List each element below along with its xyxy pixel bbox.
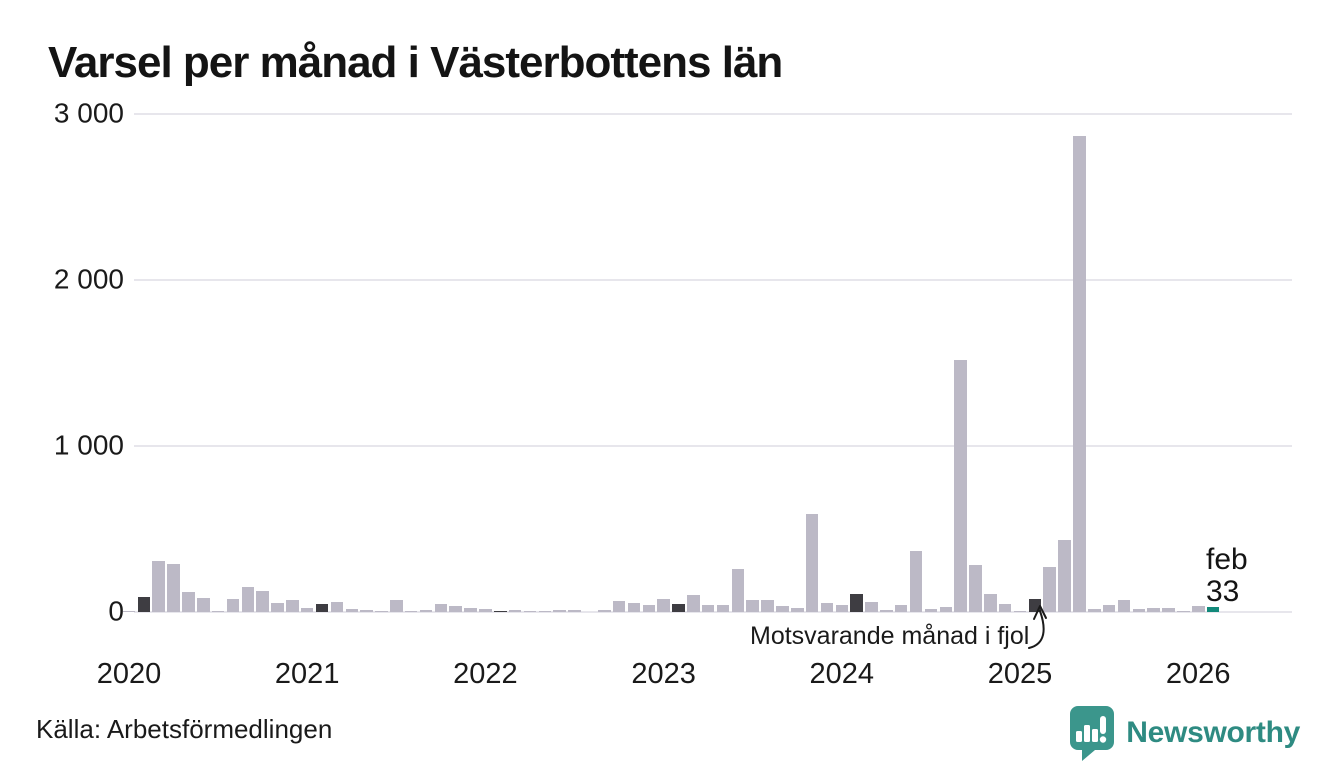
newsworthy-logo-icon xyxy=(1070,706,1115,761)
bar-2025-11 xyxy=(1162,607,1175,613)
x-tick-label-2020: 2020 xyxy=(96,658,162,690)
x-tick-label-2023: 2023 xyxy=(631,658,696,690)
bar-2025-10 xyxy=(1147,607,1160,613)
bar-2020-11 xyxy=(271,602,284,612)
bar-2023-05 xyxy=(716,605,730,612)
bar-2024-10 xyxy=(969,564,982,612)
bar-2020-10 xyxy=(256,591,269,613)
bar-2020-03 xyxy=(152,561,165,612)
bar-2020-09 xyxy=(241,587,255,612)
bar-2024-04 xyxy=(880,610,893,612)
bar-2021-10 xyxy=(434,603,448,612)
x-tick-label-2026: 2026 xyxy=(1165,658,1231,690)
bar-2024-11 xyxy=(984,593,997,612)
bar-2021-01 xyxy=(300,607,314,613)
bar-2020-12 xyxy=(286,600,299,612)
bar-2022-03 xyxy=(508,609,522,612)
bar-2022-11 xyxy=(627,602,641,612)
bar-2022-04 xyxy=(523,611,537,612)
page-title: Varsel per månad i Västerbottens län xyxy=(48,38,783,87)
bar-2023-04 xyxy=(701,605,715,612)
bar-2023-02 xyxy=(672,604,685,612)
bar-2025-12 xyxy=(1177,611,1190,612)
bar-2023-01 xyxy=(657,598,670,612)
bar-2021-11 xyxy=(449,606,462,612)
bar-2024-01 xyxy=(835,605,848,612)
gridline xyxy=(134,279,1292,281)
bar-2022-06 xyxy=(553,610,566,612)
bar-2025-06 xyxy=(1088,609,1101,612)
bar-2021-03 xyxy=(330,602,344,612)
bar-2024-03 xyxy=(865,602,878,612)
bar-2023-03 xyxy=(687,594,700,612)
bar-2020-05 xyxy=(182,592,195,612)
bar-2023-10 xyxy=(791,607,804,613)
bar-2022-01 xyxy=(479,608,492,612)
bar-2021-02 xyxy=(315,603,329,612)
bar-2021-04 xyxy=(345,608,358,612)
annotation-label: Motsvarande månad i fjol xyxy=(750,622,1030,650)
bar-2024-06 xyxy=(909,550,923,612)
bar-2020-02 xyxy=(137,597,151,612)
bar-2025-09 xyxy=(1132,608,1145,612)
bar-2024-09 xyxy=(954,359,967,612)
bar-2026-02 xyxy=(1206,606,1220,612)
y-tick-label: 3 000 xyxy=(53,97,124,129)
bar-2023-07 xyxy=(746,600,759,612)
bar-2023-06 xyxy=(731,568,745,612)
bar-2020-06 xyxy=(197,597,210,612)
bar-2025-07 xyxy=(1102,605,1116,612)
bar-2024-08 xyxy=(939,607,952,612)
gridline xyxy=(134,611,1292,613)
gridline xyxy=(134,113,1292,115)
bar-2021-06 xyxy=(375,611,388,612)
bar-2021-07 xyxy=(390,600,403,612)
x-tick-label-2024: 2024 xyxy=(809,658,875,690)
bar-2025-05 xyxy=(1073,135,1086,612)
bar-2023-09 xyxy=(776,606,789,612)
bar-2024-12 xyxy=(998,603,1012,612)
bar-2021-05 xyxy=(360,610,373,612)
bar-2021-12 xyxy=(464,607,477,613)
bar-2021-09 xyxy=(419,610,433,612)
bar-2025-04 xyxy=(1058,539,1071,612)
bar-2024-05 xyxy=(894,605,908,612)
x-tick-label-2022: 2022 xyxy=(453,658,518,690)
last-value-number: 33 xyxy=(1206,575,1240,608)
bar-2024-02 xyxy=(850,593,863,612)
bar-2025-08 xyxy=(1117,600,1131,612)
bar-2022-07 xyxy=(568,610,581,612)
gridline xyxy=(134,445,1292,447)
newsworthy-logo-text: Newsworthy xyxy=(1126,716,1300,749)
bar-2020-07 xyxy=(211,611,225,612)
bar-2021-08 xyxy=(404,611,418,612)
bar-2023-11 xyxy=(805,514,819,612)
y-tick-label: 1 000 xyxy=(53,429,124,461)
bar-2022-09 xyxy=(598,610,611,612)
bar-2023-08 xyxy=(761,600,774,612)
newsworthy-logo: Newsworthy xyxy=(1068,704,1300,762)
y-tick-label: 2 000 xyxy=(53,263,124,295)
source-label: Källa: Arbetsförmedlingen xyxy=(36,714,333,744)
last-value-month: feb xyxy=(1206,543,1248,576)
x-tick-label-2021: 2021 xyxy=(274,658,340,690)
bar-2025-01 xyxy=(1013,611,1027,612)
bar-2020-04 xyxy=(167,563,180,612)
bar-2022-02 xyxy=(494,611,507,612)
bar-2020-01 xyxy=(122,611,136,612)
bar-2020-08 xyxy=(226,598,240,612)
x-tick-label-2025: 2025 xyxy=(987,658,1053,690)
bar-2026-01 xyxy=(1192,606,1205,612)
bar-2022-12 xyxy=(642,605,655,612)
bar-2022-10 xyxy=(612,601,626,612)
bar-2025-03 xyxy=(1043,567,1056,612)
bar-2024-07 xyxy=(924,609,938,612)
annotation-arrow-icon xyxy=(1028,605,1047,649)
bar-2022-05 xyxy=(538,611,551,612)
last-value-label: feb 33 xyxy=(1206,544,1248,608)
bar-2023-12 xyxy=(820,602,834,612)
y-tick-label: 0 xyxy=(108,595,124,627)
